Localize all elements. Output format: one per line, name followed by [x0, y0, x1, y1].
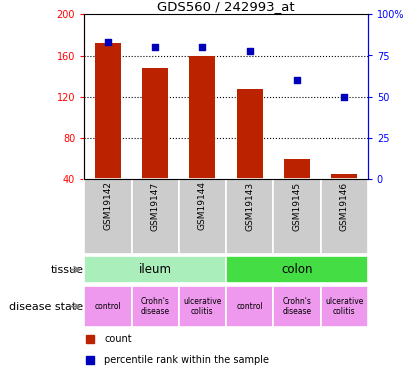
Text: ulcerative
colitis: ulcerative colitis [183, 297, 222, 316]
Text: Crohn's
disease: Crohn's disease [282, 297, 312, 316]
Text: ulcerative
colitis: ulcerative colitis [325, 297, 363, 316]
Bar [321, 179, 368, 254]
Bar [226, 286, 273, 327]
Bar [237, 88, 263, 179]
Bar [179, 286, 226, 327]
Text: tissue: tissue [50, 265, 83, 274]
Bar [331, 174, 357, 179]
Point [152, 44, 159, 50]
Bar [84, 286, 132, 327]
Bar [179, 179, 226, 254]
Bar [142, 68, 168, 179]
Bar [84, 256, 226, 284]
Bar [321, 286, 368, 327]
Point [294, 77, 300, 83]
Bar [132, 179, 179, 254]
Title: GDS560 / 242993_at: GDS560 / 242993_at [157, 0, 295, 13]
Text: GSM19146: GSM19146 [340, 182, 349, 231]
Text: control: control [236, 302, 263, 311]
Text: GSM19145: GSM19145 [293, 182, 301, 231]
Point [199, 44, 206, 50]
Text: Crohn's
disease: Crohn's disease [141, 297, 170, 316]
Bar [189, 56, 215, 179]
Text: disease state: disease state [9, 302, 83, 312]
Bar [84, 179, 132, 254]
Bar [273, 179, 321, 254]
Text: GSM19147: GSM19147 [151, 182, 159, 231]
Bar [95, 43, 121, 179]
Text: GSM19144: GSM19144 [198, 182, 207, 231]
Text: GSM19143: GSM19143 [245, 182, 254, 231]
Point [341, 94, 348, 100]
Bar [226, 179, 273, 254]
Text: GSM19142: GSM19142 [104, 182, 112, 231]
Bar [284, 159, 310, 179]
Bar [226, 256, 368, 284]
Point [247, 48, 253, 54]
Text: ileum: ileum [139, 263, 172, 276]
Point [104, 39, 111, 45]
Bar [132, 286, 179, 327]
Text: count: count [104, 334, 132, 344]
Text: control: control [95, 302, 121, 311]
Text: colon: colon [281, 263, 313, 276]
Text: percentile rank within the sample: percentile rank within the sample [104, 356, 269, 366]
Bar [273, 286, 321, 327]
